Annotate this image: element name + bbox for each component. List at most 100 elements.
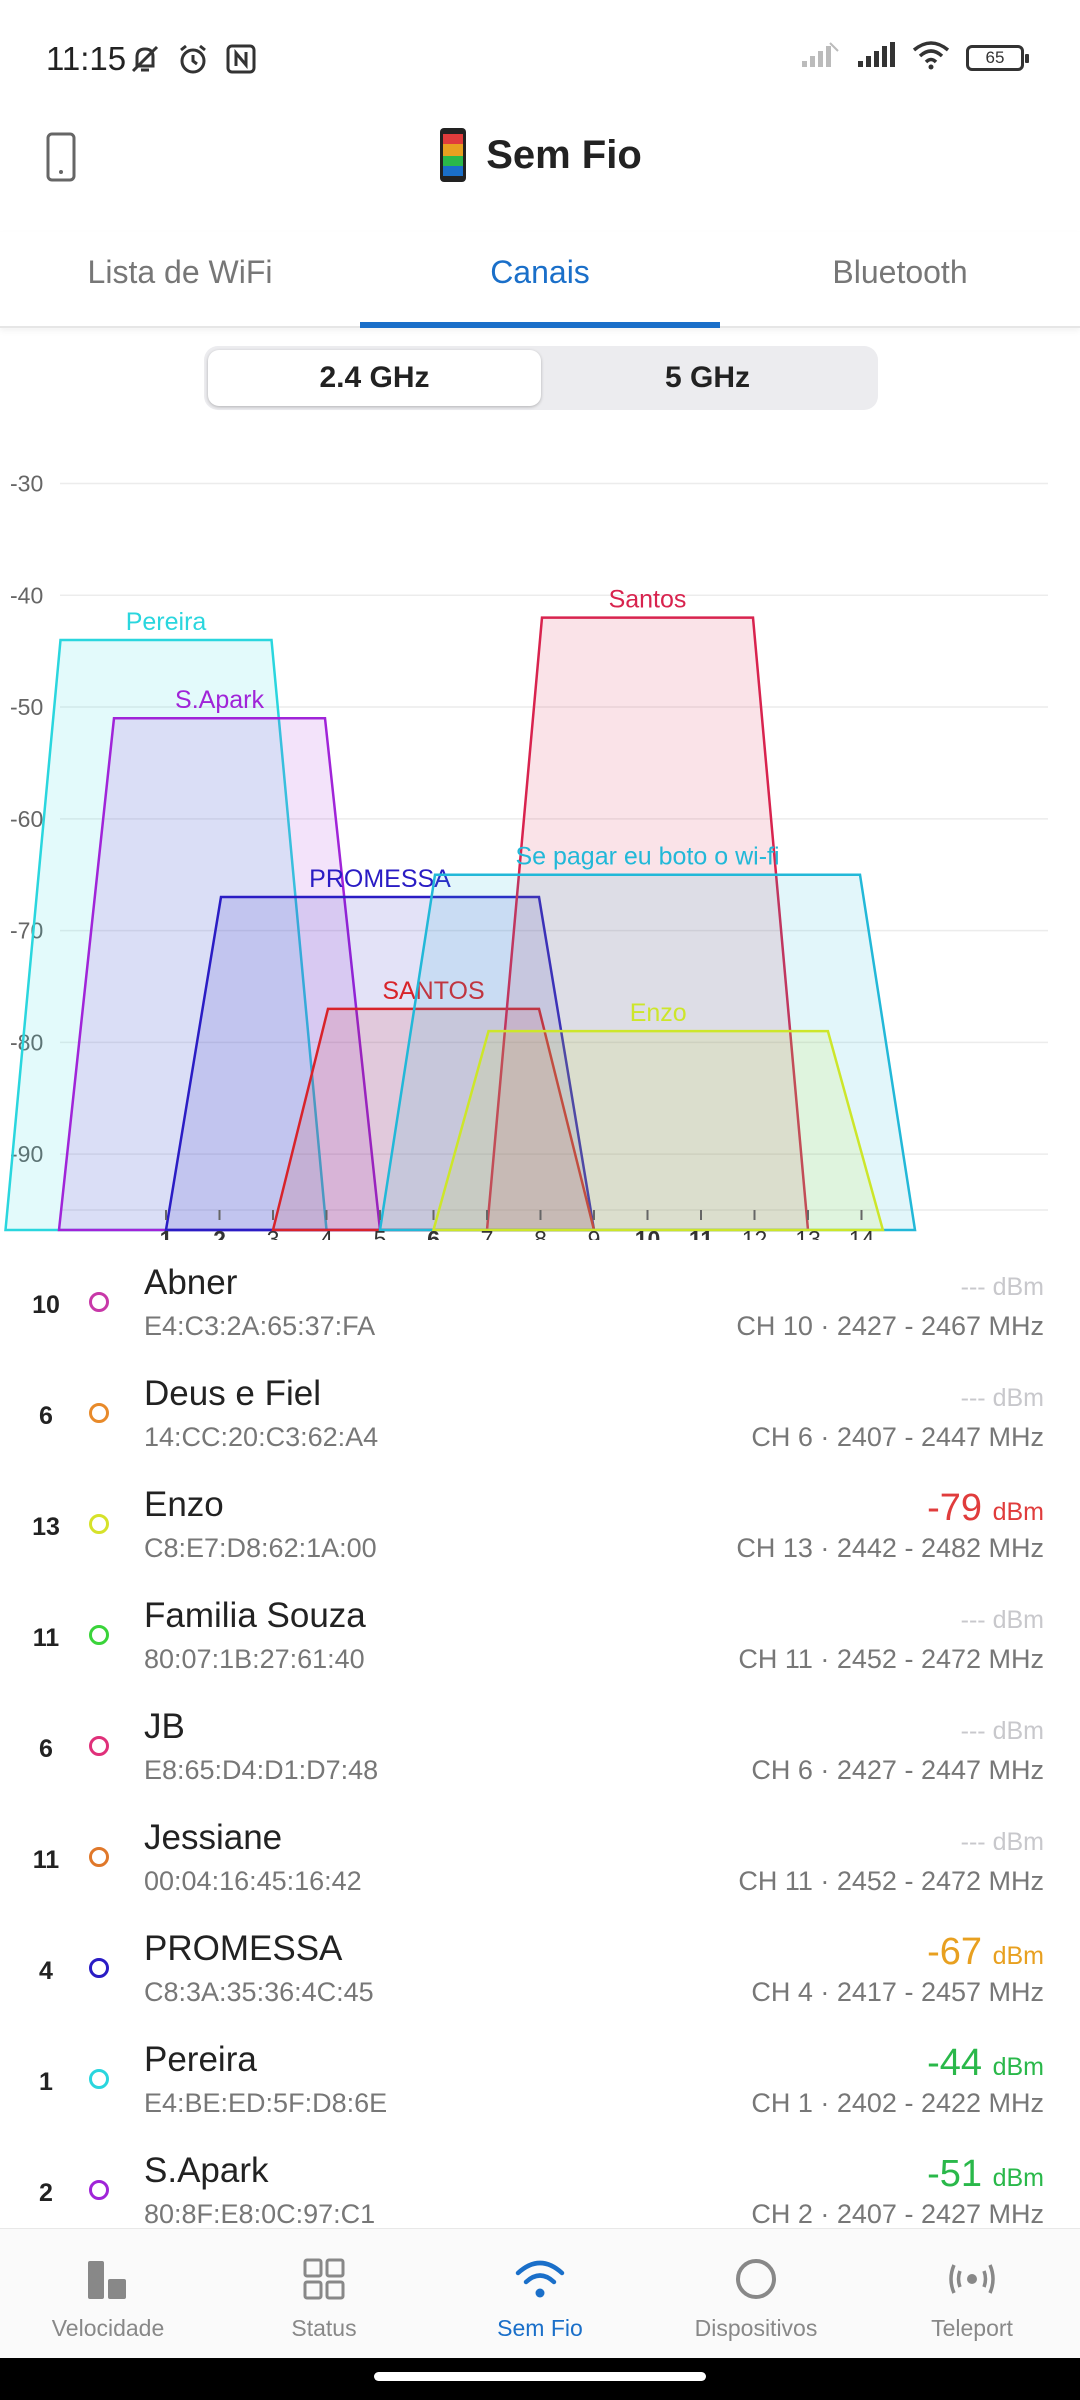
network-curve-label: Enzo bbox=[630, 999, 687, 1027]
network-list-item[interactable]: 1 Pereira E4:BE:ED:5F:D8:6E -44 dBm CH 1 · 2… bbox=[0, 2032, 1080, 2143]
network-channel-info: CH 1 · 2402 - 2422 MHz bbox=[751, 2088, 1044, 2118]
network-color-dot bbox=[89, 1292, 109, 1312]
network-color-dot bbox=[89, 1958, 109, 1978]
network-mac: 00:04:16:45:16:42 bbox=[144, 1866, 362, 1896]
x-tick-label: 11 bbox=[689, 1226, 714, 1240]
x-tick-label: 5 bbox=[374, 1226, 387, 1240]
network-ssid: Abner bbox=[144, 1263, 238, 1302]
speed-bars-icon bbox=[88, 2261, 126, 2299]
network-signal: -79 dBm bbox=[927, 1487, 1044, 1530]
network-channel: 6 bbox=[39, 1402, 53, 1430]
battery-indicator: 65 bbox=[966, 44, 1029, 71]
y-tick-label: -30 bbox=[10, 471, 43, 497]
network-signal: -44 dBm bbox=[927, 2042, 1044, 2085]
network-channel-info: CH 6 · 2427 - 2447 MHz bbox=[751, 1755, 1044, 1785]
network-signal: --- dBm bbox=[961, 1273, 1044, 1302]
network-signal: --- dBm bbox=[961, 1717, 1044, 1746]
network-list-item[interactable]: 2 S.Apark 80:8F:E8:0C:97:C1 -51 dBm CH 2 · 2… bbox=[0, 2143, 1080, 2225]
network-ssid: Pereira bbox=[144, 2040, 257, 2079]
x-tick-label: 6 bbox=[427, 1226, 440, 1240]
network-signal-value: -79 bbox=[927, 1487, 983, 1529]
signal-strong-icon bbox=[856, 41, 896, 74]
network-channel: 11 bbox=[32, 1846, 60, 1874]
band-option-5ghz[interactable]: 5 GHz bbox=[664, 361, 751, 394]
nfc-icon bbox=[224, 42, 258, 81]
network-ssid: PROMESSA bbox=[144, 1929, 343, 1968]
x-tick-label: 2 bbox=[213, 1226, 226, 1240]
channel-chart: -30 -40 -50 -60 -70 -80 -90 Pereira S.Apark PROME… bbox=[0, 440, 1080, 1240]
network-channel-info: CH 10 · 2427 - 2467 MHz bbox=[736, 1311, 1044, 1341]
x-tick-label: 7 bbox=[481, 1226, 494, 1240]
bottom-nav: Velocidade Status Sem Fio Dispositivos T… bbox=[0, 2228, 1080, 2358]
network-mac: E4:C3:2A:65:37:FA bbox=[144, 1311, 376, 1341]
nav-label: Dispositivos bbox=[694, 2315, 818, 2341]
band-option-2-4ghz[interactable]: 2.4 GHz bbox=[208, 350, 541, 406]
tab-bluetooth[interactable]: Bluetooth bbox=[832, 254, 968, 290]
network-curve-label: PROMESSA bbox=[309, 865, 451, 893]
nav-label: Status bbox=[291, 2315, 357, 2341]
network-signal-value: --- bbox=[960, 1828, 986, 1856]
network-list-item[interactable]: 11 Familia Souza 80:07:1B:27:61:40 --- dBm C… bbox=[0, 1588, 1080, 1699]
network-list-item[interactable]: 6 JB E8:65:D4:D1:D7:48 --- dBm CH 6 · 2427 -… bbox=[0, 1699, 1080, 1810]
network-channel-info: CH 11 · 2452 - 2472 MHz bbox=[738, 1644, 1044, 1674]
y-tick-label: -60 bbox=[10, 806, 43, 832]
page-title: Sem Fio bbox=[486, 132, 642, 177]
network-list: 10 Abner E4:C3:2A:65:37:FA --- dBm CH 10 · 2… bbox=[0, 1255, 1080, 2225]
network-mac: C8:3A:35:36:4C:45 bbox=[144, 1977, 374, 2007]
network-channel-info: CH 6 · 2407 - 2447 MHz bbox=[751, 1422, 1044, 1452]
x-tick-label: 12 bbox=[742, 1226, 768, 1240]
network-curve-label: SANTOS bbox=[382, 977, 484, 1005]
x-tick-label: 8 bbox=[534, 1226, 547, 1240]
x-tick-label: 1 bbox=[160, 1226, 173, 1240]
tab-wifi-list[interactable]: Lista de WiFi bbox=[87, 254, 273, 290]
nav-label: Velocidade bbox=[51, 2315, 165, 2341]
network-color-dot bbox=[89, 1625, 109, 1645]
network-signal-unit: dBm bbox=[992, 2164, 1044, 2192]
network-ssid: Enzo bbox=[144, 1485, 224, 1524]
network-signal-value: --- bbox=[960, 1606, 986, 1634]
gesture-bar bbox=[0, 2358, 1080, 2400]
network-signal-value: -51 bbox=[927, 2153, 983, 2195]
app-logo-icon bbox=[440, 128, 467, 182]
network-mac: C8:E7:D8:62:1A:00 bbox=[144, 1533, 377, 1563]
x-tick-label: 14 bbox=[849, 1226, 875, 1240]
network-color-dot bbox=[89, 1403, 109, 1423]
app-bar: Sem Fio bbox=[0, 120, 1080, 270]
signal-weak-icon bbox=[800, 41, 840, 74]
network-signal-value: --- bbox=[960, 1273, 986, 1301]
network-list-item[interactable]: 6 Deus e Fiel 14:CC:20:C3:62:A4 --- dBm CH 6… bbox=[0, 1366, 1080, 1477]
network-curve-label: Santos bbox=[609, 586, 687, 614]
nav-item-dispositivos[interactable]: Dispositivos bbox=[648, 2229, 864, 2358]
y-tick-label: -50 bbox=[10, 694, 43, 720]
home-gesture-handle[interactable] bbox=[374, 2372, 706, 2381]
network-ssid: Deus e Fiel bbox=[144, 1374, 322, 1413]
status-time: 11:15 bbox=[46, 40, 127, 77]
network-signal: -51 dBm bbox=[927, 2153, 1044, 2196]
x-tick-label: 9 bbox=[588, 1226, 601, 1240]
network-signal-value: -44 bbox=[927, 2042, 983, 2084]
network-signal-value: --- bbox=[960, 1717, 986, 1745]
nav-item-sem-fio[interactable]: Sem Fio bbox=[432, 2229, 648, 2358]
network-list-item[interactable]: 13 Enzo C8:E7:D8:62:1A:00 -79 dBm CH 13 · 24… bbox=[0, 1477, 1080, 1588]
network-channel-info: CH 13 · 2442 - 2482 MHz bbox=[736, 1533, 1044, 1563]
network-list-item[interactable]: 10 Abner E4:C3:2A:65:37:FA --- dBm CH 10 · 2… bbox=[0, 1255, 1080, 1366]
network-channel: 10 bbox=[32, 1291, 60, 1319]
nav-item-status[interactable]: Status bbox=[216, 2229, 432, 2358]
band-selector: 2.4 GHz 5 GHz bbox=[204, 346, 878, 410]
y-tick-label: -80 bbox=[10, 1029, 43, 1055]
network-channel-info: CH 4 · 2417 - 2457 MHz bbox=[751, 1977, 1044, 2007]
network-list-item[interactable]: 11 Jessiane 00:04:16:45:16:42 --- dBm CH 11 … bbox=[0, 1810, 1080, 1921]
title-wrap: Sem Fio bbox=[0, 126, 1080, 184]
tab-channels[interactable]: Canais bbox=[360, 232, 720, 328]
network-signal-unit: dBm bbox=[992, 1717, 1044, 1745]
network-mac: E8:65:D4:D1:D7:48 bbox=[144, 1755, 379, 1785]
network-channel: 4 bbox=[39, 1957, 53, 1985]
nav-item-teleport[interactable]: Teleport bbox=[864, 2229, 1080, 2358]
network-channel: 11 bbox=[32, 1624, 60, 1652]
network-mac: 14:CC:20:C3:62:A4 bbox=[144, 1422, 379, 1452]
network-mac: E4:BE:ED:5F:D8:6E bbox=[144, 2088, 388, 2118]
network-list-item[interactable]: 4 PROMESSA C8:3A:35:36:4C:45 -67 dBm CH 4 · … bbox=[0, 1921, 1080, 2032]
nav-item-velocidade[interactable]: Velocidade bbox=[0, 2229, 216, 2358]
device-button[interactable] bbox=[44, 130, 80, 186]
network-curve-label: Se pagar eu boto o wi-fi bbox=[515, 843, 779, 871]
